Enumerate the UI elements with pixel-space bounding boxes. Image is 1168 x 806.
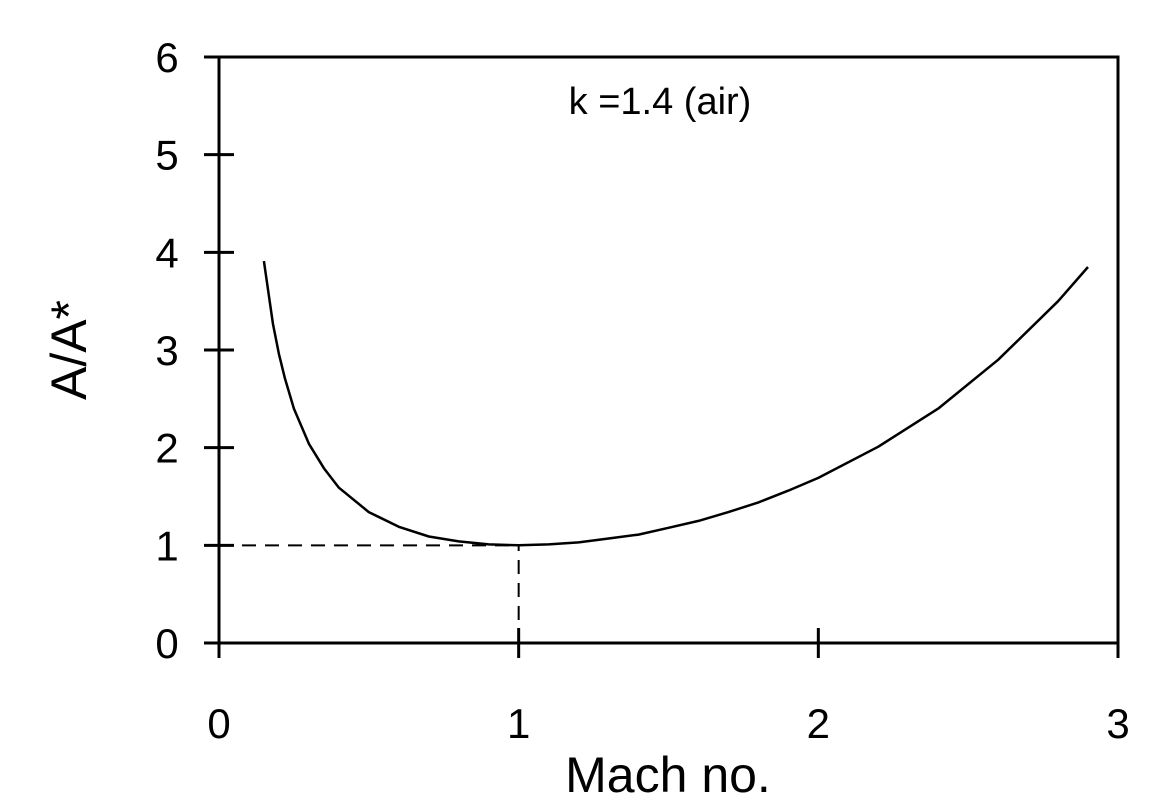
x-tick-label-3: 3 [1106,700,1129,747]
x-tick-label-1: 1 [507,700,530,747]
y-axis-ticks: 0 1 2 3 4 5 6 [155,34,234,667]
y-axis-label: A/A* [41,300,97,400]
y-tick-label-2: 2 [155,425,178,472]
series-group [262,260,1089,547]
y-tick-label-5: 5 [155,132,178,179]
y-tick-label-4: 4 [155,229,178,276]
plot-frame [217,55,1120,645]
series-line-0 [262,260,1089,547]
plot-border [217,55,1120,645]
y-tick-label-6: 6 [155,34,178,81]
y-tick-label-1: 1 [155,522,178,569]
x-axis-ticks: 0 1 2 3 [207,628,1130,747]
reference-lines [219,544,520,643]
x-tick-label-2: 2 [807,700,830,747]
y-tick-label-0: 0 [155,620,178,667]
y-tick-label-3: 3 [155,327,178,374]
x-axis-label: Mach no. [565,747,771,803]
x-tick-label-0: 0 [207,700,230,747]
chart-annotation: k =1.4 (air) [569,81,752,123]
